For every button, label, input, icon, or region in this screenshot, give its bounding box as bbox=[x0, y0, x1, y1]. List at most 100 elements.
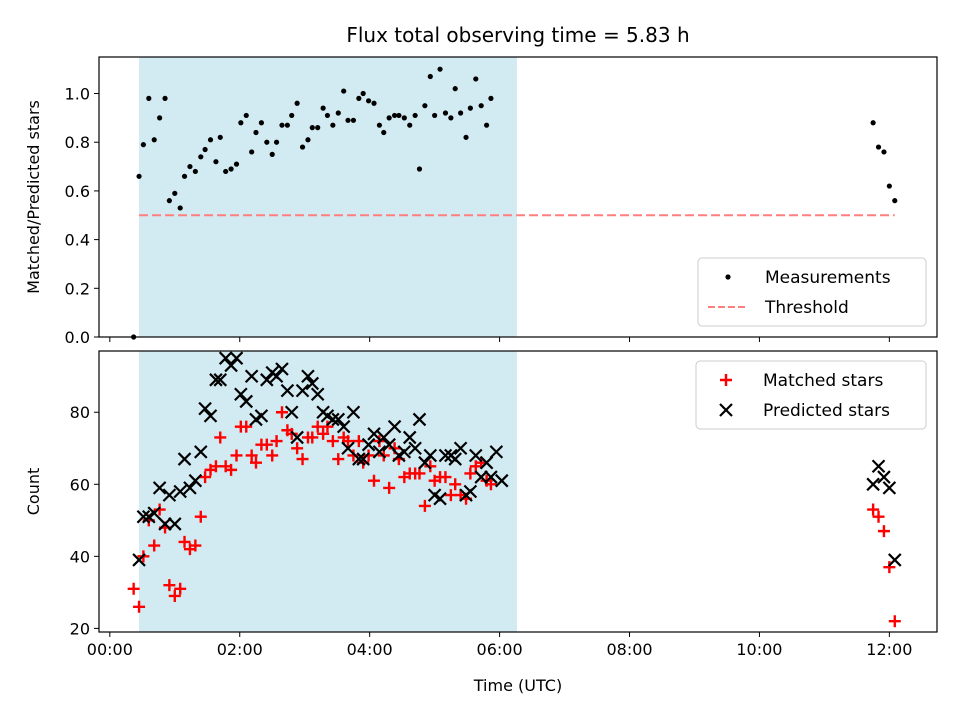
matched-stars-point bbox=[199, 471, 212, 484]
matched-stars-point bbox=[484, 478, 497, 491]
matched-stars-point bbox=[245, 449, 258, 462]
measurement-point bbox=[289, 112, 295, 119]
matched-stars-point bbox=[275, 406, 288, 419]
count-y-axis-label: Count bbox=[24, 468, 43, 516]
matched-stars-point bbox=[342, 435, 355, 448]
predicted-stars-point bbox=[484, 470, 498, 484]
predicted-stars-point bbox=[468, 448, 483, 463]
predicted-stars-point bbox=[188, 473, 203, 488]
predicted-stars-point bbox=[168, 517, 182, 531]
measurement-point bbox=[488, 95, 494, 101]
measurement-point bbox=[391, 112, 398, 119]
predicted-stars-point bbox=[871, 459, 886, 474]
measurement-point bbox=[432, 112, 438, 119]
predicted-stars-point bbox=[173, 484, 187, 499]
predicted-stars-point bbox=[244, 369, 259, 383]
measurement-point bbox=[427, 73, 433, 80]
predicted-stars-point bbox=[397, 445, 412, 459]
measurement-point bbox=[412, 112, 418, 119]
measurement-point bbox=[452, 86, 458, 92]
matched-stars-point bbox=[368, 474, 381, 487]
chart-title: Flux total observing time = 5.83 h bbox=[346, 23, 689, 47]
matched-stars-point bbox=[877, 525, 890, 538]
matched-stars-point bbox=[153, 503, 166, 516]
matched-stars-point bbox=[260, 438, 273, 451]
measurement-point bbox=[238, 120, 244, 126]
y-tick-label: 0.0 bbox=[65, 328, 90, 347]
predicted-stars-point bbox=[877, 470, 891, 484]
matched-stars-point bbox=[266, 449, 279, 462]
x-tick-label: 12:00 bbox=[866, 640, 912, 659]
predicted-stars-point bbox=[367, 427, 381, 441]
matched-stars-point bbox=[439, 471, 452, 484]
y-tick-label: 0.4 bbox=[65, 231, 90, 250]
matched-stars-point bbox=[194, 510, 207, 523]
predicted-stars-point bbox=[448, 452, 462, 466]
measurement-point bbox=[279, 122, 285, 128]
measurement-point bbox=[315, 125, 321, 131]
matched-stars-point bbox=[867, 503, 880, 516]
predicted-stars-point bbox=[152, 481, 167, 495]
predicted-stars-point bbox=[305, 376, 320, 391]
predicted-stars-point bbox=[198, 401, 212, 416]
measurement-point bbox=[146, 95, 152, 101]
predicted-stars-point bbox=[887, 553, 902, 567]
matched-stars-point bbox=[883, 561, 896, 574]
matched-stars-point bbox=[285, 427, 298, 440]
measurement-point bbox=[140, 142, 146, 148]
predicted-stars-point bbox=[331, 412, 346, 427]
matched-stars-point bbox=[291, 442, 304, 455]
predicted-stars-point bbox=[346, 405, 361, 420]
matched-stars-point bbox=[296, 453, 309, 466]
predicted-stars-point bbox=[387, 419, 402, 434]
legend-matched-label: Matched stars bbox=[763, 371, 883, 391]
predicted-stars-point bbox=[209, 373, 223, 387]
matched-stars-point bbox=[383, 481, 396, 494]
predicted-stars-point bbox=[269, 369, 284, 383]
measurement-point bbox=[202, 146, 208, 153]
measurement-point bbox=[228, 166, 234, 172]
measurement-point bbox=[396, 112, 402, 119]
measurement-point bbox=[407, 122, 413, 128]
measurement-point bbox=[350, 117, 357, 123]
matched-stars-point bbox=[321, 420, 334, 433]
predicted-stars-point bbox=[361, 437, 376, 452]
predicted-stars-point bbox=[326, 412, 340, 427]
matched-stars-point bbox=[178, 535, 191, 548]
y-tick-label: 20 bbox=[70, 619, 90, 638]
count-panel-frame bbox=[98, 350, 938, 633]
measurement-point bbox=[341, 88, 347, 94]
predicted-stars-point bbox=[453, 441, 468, 456]
predicted-stars-point bbox=[866, 477, 880, 492]
measurement-point bbox=[309, 125, 315, 131]
measurement-point bbox=[294, 100, 300, 106]
measurement-point bbox=[870, 120, 876, 126]
predicted-stars-point bbox=[213, 373, 228, 387]
predicted-stars-point bbox=[336, 419, 351, 434]
matched-stars-point bbox=[306, 431, 319, 444]
measurement-point bbox=[330, 122, 336, 128]
matched-stars-point bbox=[163, 579, 176, 592]
ratio-panel: 0.0 0.2 0.4 0.6 0.8 1.0 Flux total observing … bbox=[24, 23, 938, 347]
y-tick-label: 40 bbox=[70, 547, 90, 566]
predicted-stars-point bbox=[438, 448, 453, 463]
measurement-point bbox=[217, 134, 223, 140]
matched-stars-point bbox=[127, 582, 140, 595]
measurement-point bbox=[401, 115, 407, 121]
predicted-stars-point bbox=[423, 448, 438, 463]
predicted-stars-point bbox=[147, 506, 161, 520]
observing-window-span bbox=[139, 57, 517, 337]
count-panel: 20 40 60 80 00:00 02:00 04:00 06:00 08:00 10:00 1… bbox=[24, 350, 938, 695]
measurement-point bbox=[478, 103, 484, 109]
measurement-point bbox=[233, 161, 240, 167]
predicted-stars-point bbox=[290, 430, 304, 445]
predicted-stars-point bbox=[382, 437, 396, 452]
measurement-point bbox=[162, 95, 168, 101]
measurement-point bbox=[360, 90, 366, 97]
matched-stars-point bbox=[168, 589, 181, 602]
predicted-stars-point bbox=[402, 430, 417, 445]
ratio-legend: Measurements Threshold bbox=[697, 257, 927, 327]
predicted-stars-point bbox=[203, 409, 218, 423]
legend-predicted-marker bbox=[719, 403, 733, 417]
